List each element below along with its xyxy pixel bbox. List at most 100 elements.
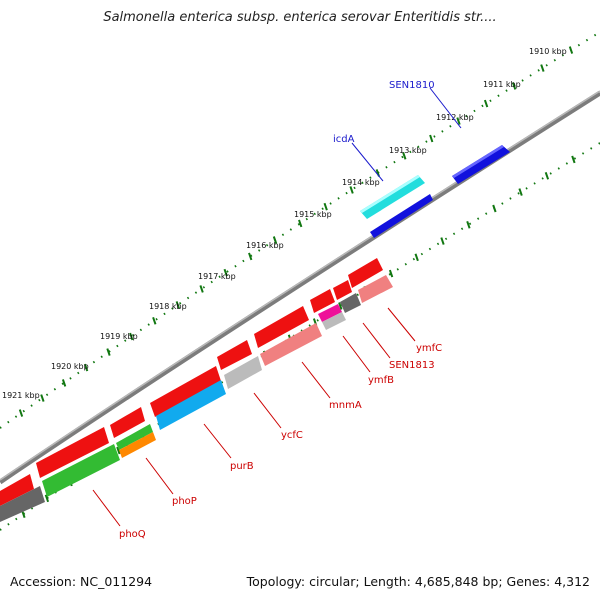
kbp-label: 1918 kbp: [149, 302, 187, 311]
scale-tick: [440, 237, 445, 245]
gene-label-connectors: [92, 87, 462, 527]
scale-tick: [175, 301, 180, 309]
scale-tick: [83, 363, 89, 372]
kbp-label: 1913 kbp: [389, 146, 427, 155]
kbp-label: 1911 kbp: [483, 80, 521, 89]
genome-backbone: [0, 90, 600, 485]
gene-red[interactable]: [150, 366, 221, 417]
scale-tick: [511, 82, 517, 90]
gene-label-SEN1813[interactable]: SEN1813: [389, 360, 435, 371]
scale-tick: [248, 252, 253, 261]
scale-tick: [483, 99, 489, 108]
connector-ymfC: [387, 307, 416, 342]
scale-tick: [106, 348, 111, 356]
scale-tick: [199, 285, 204, 293]
gene-mnmA[interactable]: [260, 323, 322, 366]
kbp-label: 1919 kbp: [100, 332, 138, 341]
kbp-label: 1912 kbp: [436, 113, 474, 122]
gene-SEN1813[interactable]: [340, 293, 361, 313]
lower-strand-row1: [0, 258, 383, 506]
gene-blue-lower[interactable]: [370, 194, 433, 238]
scale-tick: [44, 494, 50, 503]
gene-red[interactable]: [217, 340, 252, 370]
scale-tick: [129, 332, 134, 341]
gene-red[interactable]: [348, 258, 383, 288]
gene-label-mnmA[interactable]: mnmA: [329, 400, 362, 411]
gene-label-ymfB[interactable]: ymfB: [368, 375, 394, 386]
scale-tick: [152, 316, 157, 325]
scale-tick: [18, 409, 24, 417]
scale-tick: [388, 269, 394, 278]
gene-blue-bevel: [452, 145, 504, 178]
kbp-scale-labels: 1910 kbp 1911 kbp 1912 kbp 1913 kbp 1914…: [2, 47, 567, 400]
gene-red[interactable]: [110, 407, 145, 438]
scale-tick: [540, 64, 545, 72]
scale-tick: [323, 202, 328, 211]
connector-ymfB: [342, 335, 371, 373]
organism-title: Salmonella enterica subsp. enterica sero…: [103, 10, 497, 25]
gene-red[interactable]: [333, 280, 352, 300]
gene-gray[interactable]: [0, 486, 45, 522]
gene-SEN1810[interactable]: [452, 145, 510, 184]
gene-ymfC[interactable]: [358, 275, 393, 303]
gene-icdA-bevel: [360, 175, 420, 213]
gene-phoQ[interactable]: [42, 444, 120, 497]
gene-label-phoP[interactable]: phoP: [172, 496, 197, 507]
gene-label-SEN1810[interactable]: SEN1810: [389, 80, 435, 91]
outer-scale-track: [0, 31, 600, 429]
gene-purB[interactable]: [156, 380, 226, 430]
gene-icdA[interactable]: [360, 175, 425, 219]
scale-tick: [466, 220, 471, 229]
topology-text: Topology: circular; Length: 4,685,848 bp…: [246, 574, 590, 589]
scale-tick: [116, 446, 121, 455]
scale-tick: [544, 171, 550, 180]
kbp-label: 1921 kbp: [2, 391, 40, 400]
gene-red[interactable]: [254, 306, 309, 348]
scale-tick: [272, 236, 278, 244]
scale-tick: [298, 219, 303, 228]
connector-ycfC: [253, 392, 282, 429]
scale-tick: [40, 394, 45, 402]
scale-tick: [414, 253, 419, 262]
inner-scale-track: [0, 142, 600, 531]
gene-red[interactable]: [310, 289, 335, 313]
scale-tick: [492, 204, 497, 213]
gene-label-purB[interactable]: purB: [230, 461, 254, 472]
gene-ycfC[interactable]: [224, 356, 262, 389]
scale-tick: [223, 268, 228, 277]
kbp-label: 1915 kbp: [294, 210, 332, 219]
scale-tick: [338, 302, 343, 310]
scale-tick: [349, 186, 354, 194]
scale-tick: [518, 188, 523, 196]
outer-major-ticks: [18, 46, 574, 417]
scale-tick: [571, 155, 576, 164]
scale-tick: [61, 379, 67, 387]
gene-label-ycfC[interactable]: ycfC: [281, 430, 303, 441]
gene-label-icdA[interactable]: icdA: [333, 134, 355, 145]
kbp-label: 1916 kbp: [246, 241, 284, 250]
gene-label-phoQ[interactable]: phoQ: [119, 529, 146, 540]
gene-labels: SEN1810 icdA ymfC SEN1813 ymfB mnmA ycfC…: [119, 80, 442, 540]
connector-phoQ: [92, 489, 121, 527]
accession-text: Accession: NC_011294: [10, 574, 153, 589]
gene-label-ymfC[interactable]: ymfC: [416, 343, 442, 354]
connector-icdA: [351, 142, 384, 182]
gene-red[interactable]: [36, 427, 109, 478]
connector-mnmA: [301, 361, 331, 399]
connector-phoP: [145, 457, 174, 495]
gene-ymfB-gray[interactable]: [322, 312, 346, 330]
scale-tick: [429, 134, 434, 143]
gene-red[interactable]: [0, 474, 34, 506]
scale-tick: [402, 151, 407, 160]
scale-tick: [456, 117, 461, 125]
gene-phoP[interactable]: [116, 424, 153, 450]
gene-ymfB[interactable]: [318, 304, 342, 322]
upper-strand-genes: [360, 145, 510, 238]
connector-purB: [203, 423, 232, 459]
gene-phoP-orange[interactable]: [119, 432, 156, 458]
connector-SEN1810: [429, 87, 462, 129]
connector-SEN1813: [362, 322, 391, 359]
kbp-label: 1920 kbp: [51, 362, 89, 371]
